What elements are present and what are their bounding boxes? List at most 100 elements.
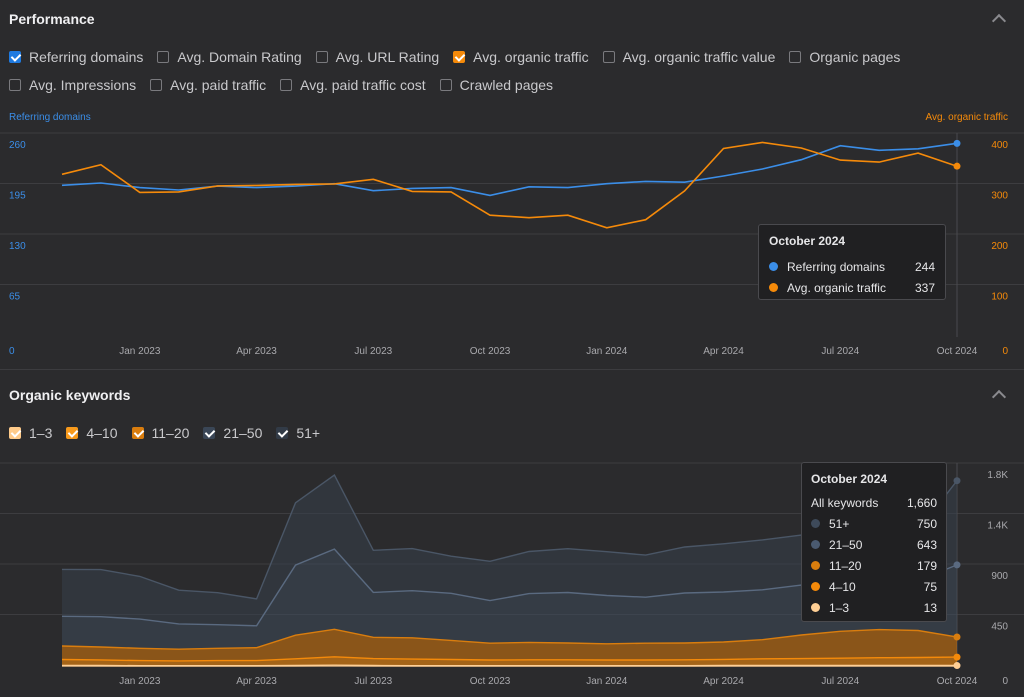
checkbox-checked-icon[interactable] — [276, 427, 289, 439]
x-axis-tick: Jan 2023 — [119, 346, 161, 357]
x-axis-tick: Oct 2024 — [937, 676, 978, 687]
y-axis-tick: 1.8K — [987, 470, 1008, 481]
performance-tooltip: October 2024 Referring domains 244 Avg. or… — [758, 224, 946, 300]
series-endpoint-marker — [953, 162, 961, 170]
metric-toggle-label: Avg. organic traffic — [473, 49, 589, 65]
tooltip-series-label: Avg. organic traffic — [787, 280, 886, 295]
checkbox-unchecked-icon[interactable] — [602, 51, 615, 63]
position-toggle-label: 1–3 — [29, 425, 53, 441]
metric-toggle-label: Avg. Domain Rating — [177, 49, 302, 65]
tooltip-series-label: 21–50 — [829, 537, 863, 552]
panel-divider — [0, 369, 1024, 370]
metric-toggle-label: Referring domains — [29, 49, 144, 65]
checkbox-checked-icon[interactable] — [9, 51, 21, 63]
metric-toggle-2[interactable]: Avg. paid traffic cost — [280, 77, 426, 93]
left-axis-tick: 130 — [9, 241, 26, 252]
legend-dot-icon — [811, 603, 820, 612]
metric-toggle-label: Avg. URL Rating — [335, 49, 440, 65]
metric-toggle-5[interactable]: Organic pages — [789, 49, 900, 65]
performance-tooltip-row: Avg. organic traffic 337 — [769, 277, 935, 298]
tooltip-title: October 2024 — [769, 234, 846, 248]
keywords-tooltip-row: 51+ 750 — [811, 513, 937, 534]
performance-tooltip-row: Referring domains 244 — [769, 256, 935, 277]
performance-title: Performance — [9, 11, 95, 27]
position-toggle-2[interactable]: 11–20 — [131, 425, 189, 441]
checkbox-unchecked-icon[interactable] — [280, 79, 293, 91]
metric-toggle-1[interactable]: Avg. Domain Rating — [157, 49, 302, 65]
x-axis-tick: Jan 2023 — [119, 676, 161, 687]
metric-toggle-label: Crawled pages — [459, 77, 554, 93]
keywords-tooltip: October 2024 All keywords 1,660 51+ 750 21… — [801, 462, 947, 622]
x-axis-tick: Apr 2024 — [703, 346, 744, 357]
area-band-1 — [62, 656, 957, 666]
metric-toggle-0[interactable]: Referring domains — [9, 49, 143, 65]
y-axis-tick: 1.4K — [987, 521, 1008, 532]
position-toggle-label: 21–50 — [223, 425, 263, 441]
position-toggle-3[interactable]: 21–50 — [203, 425, 262, 441]
performance-metric-toggles-row1: Referring domains Avg. Domain Rating Avg. … — [9, 49, 914, 65]
y-axis-tick: 0 — [1002, 676, 1008, 687]
performance-chart: Referring domains Avg. organic traffic 260… — [0, 112, 1024, 357]
keywords-title: Organic keywords — [9, 387, 131, 403]
legend-dot-icon — [811, 561, 820, 570]
series-endpoint-marker — [953, 662, 961, 670]
series-line-avg-organic-traffic — [61, 141, 958, 229]
position-toggle-4[interactable]: 51+ — [276, 425, 320, 441]
metric-toggle-3[interactable]: Avg. organic traffic — [453, 49, 589, 65]
tooltip-series-value: 179 — [916, 558, 937, 573]
right-axis-tick: 400 — [991, 140, 1008, 151]
keywords-tooltip-row: 4–10 75 — [811, 576, 937, 597]
area-top-line-2 — [61, 628, 958, 650]
right-axis-tick: 200 — [991, 241, 1008, 252]
tooltip-series-label: 11–20 — [829, 558, 862, 573]
x-axis-tick: Oct 2023 — [470, 676, 511, 687]
metric-toggle-2[interactable]: Avg. URL Rating — [315, 49, 440, 65]
position-toggle-label: 4–10 — [86, 425, 118, 441]
x-axis-tick: Jul 2024 — [821, 676, 859, 687]
series-endpoint-marker — [953, 561, 961, 569]
x-axis-tick: Jul 2023 — [354, 346, 392, 357]
area-band-4 — [62, 475, 957, 626]
x-axis-tick: Apr 2023 — [236, 676, 277, 687]
position-toggle-1[interactable]: 4–10 — [66, 425, 118, 441]
x-axis-tick: Apr 2024 — [703, 676, 744, 687]
legend-dot-icon — [769, 283, 778, 292]
checkbox-checked-icon[interactable] — [9, 427, 21, 439]
x-axis-tick: Oct 2024 — [937, 346, 978, 357]
tooltip-series-label: 1–3 — [829, 600, 850, 615]
checkbox-checked-icon[interactable] — [203, 427, 216, 439]
performance-panel: Performance Referring domains Avg. Domain… — [0, 0, 1024, 369]
legend-dot-icon — [811, 540, 820, 549]
area-band-2 — [62, 629, 957, 661]
tooltip-series-label: 4–10 — [829, 579, 856, 594]
series-endpoint-marker — [953, 139, 961, 147]
x-axis-tick: Jan 2024 — [586, 676, 628, 687]
tooltip-all-value: 1,660 — [906, 495, 937, 510]
checkbox-checked-icon[interactable] — [66, 427, 79, 439]
metric-toggle-label: Organic pages — [809, 49, 901, 65]
position-toggle-0[interactable]: 1–3 — [9, 425, 52, 441]
series-line-referring-domains — [61, 142, 958, 197]
metric-toggle-label: Avg. organic traffic value — [622, 49, 776, 65]
metric-toggle-1[interactable]: Avg. paid traffic — [150, 77, 266, 93]
legend-dot-icon — [811, 519, 820, 528]
checkbox-unchecked-icon[interactable] — [9, 79, 21, 91]
keywords-tooltip-row: 21–50 643 — [811, 534, 937, 555]
checkbox-unchecked-icon[interactable] — [157, 51, 170, 63]
checkbox-unchecked-icon[interactable] — [150, 79, 163, 91]
checkbox-unchecked-icon[interactable] — [315, 51, 328, 63]
y-axis-tick: 450 — [991, 622, 1008, 633]
metric-toggle-0[interactable]: Avg. Impressions — [9, 77, 136, 93]
checkbox-unchecked-icon[interactable] — [789, 51, 802, 63]
checkbox-unchecked-icon[interactable] — [439, 79, 452, 91]
x-axis-tick: Jul 2023 — [354, 676, 392, 687]
metric-toggle-label: Avg. Impressions — [29, 77, 137, 93]
x-axis-tick: Jul 2024 — [821, 346, 859, 357]
legend-dot-icon — [811, 582, 820, 591]
keywords-panel: Organic keywords 1–3 4–10 11–20 21–50 51+ — [0, 370, 1024, 697]
checkbox-checked-icon[interactable] — [131, 427, 144, 439]
checkbox-checked-icon[interactable] — [453, 51, 466, 63]
metric-toggle-3[interactable]: Crawled pages — [439, 77, 554, 93]
left-axis-title: Referring domains — [9, 112, 91, 123]
metric-toggle-4[interactable]: Avg. organic traffic value — [602, 49, 776, 65]
